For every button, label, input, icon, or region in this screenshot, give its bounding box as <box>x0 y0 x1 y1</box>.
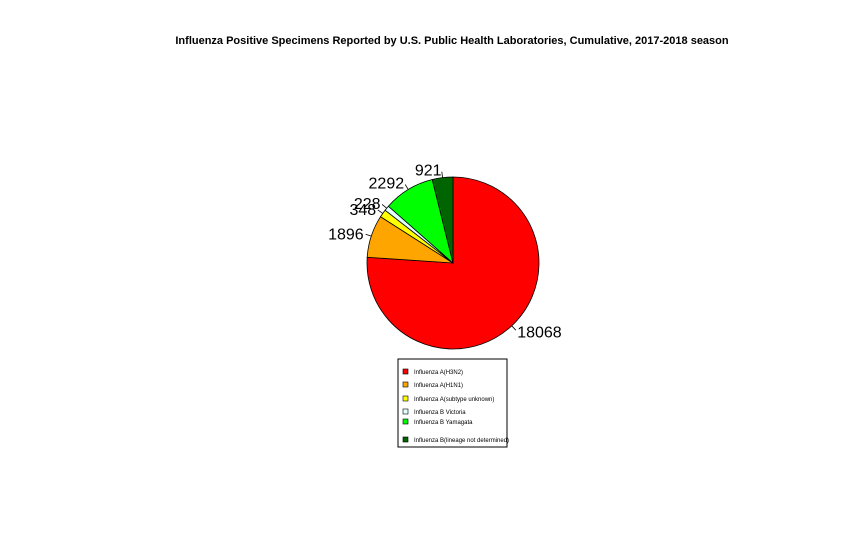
legend-swatch <box>402 418 409 425</box>
legend: Influenza A(H3N2) Influenza A(H1N1) Influe… <box>397 358 509 448</box>
legend-label: Influenza B Victoria <box>414 410 466 416</box>
legend-label: Influenza B Yamagata <box>414 420 473 426</box>
slice-value-label: 348 <box>349 202 376 219</box>
legend-swatch <box>402 408 409 415</box>
pie <box>366 176 540 350</box>
slice-leader-line <box>365 233 372 237</box>
legend-swatch <box>402 381 409 388</box>
legend-label: Influenza A(H3N2) <box>414 370 463 376</box>
slice-leader-line <box>404 184 409 190</box>
chart-title: Influenza Positive Specimens Reported by… <box>175 35 729 47</box>
slice-value-label: 18068 <box>517 325 562 342</box>
slice-leader-line <box>441 171 443 178</box>
legend-swatch <box>402 368 409 375</box>
slice-leader-line <box>377 209 383 214</box>
slice-value-label: 228 <box>354 196 381 213</box>
slice-value-label: 2292 <box>369 176 405 193</box>
slice-value-label: 1896 <box>328 227 364 244</box>
legend-label: Influenza A(H1N1) <box>414 383 463 389</box>
slice-value-label: 921 <box>415 163 442 180</box>
slice-leader-line <box>381 204 387 209</box>
slice-leader-line <box>511 325 517 331</box>
legend-box <box>397 358 508 448</box>
legend-label: Influenza B(lineage not determined) <box>414 438 509 444</box>
legend-items: Influenza A(H3N2) Influenza A(H1N1) Influe… <box>402 368 509 444</box>
legend-label: Influenza A(subtype unknown) <box>414 397 494 403</box>
legend-swatch <box>402 436 409 443</box>
legend-swatch <box>402 395 409 402</box>
